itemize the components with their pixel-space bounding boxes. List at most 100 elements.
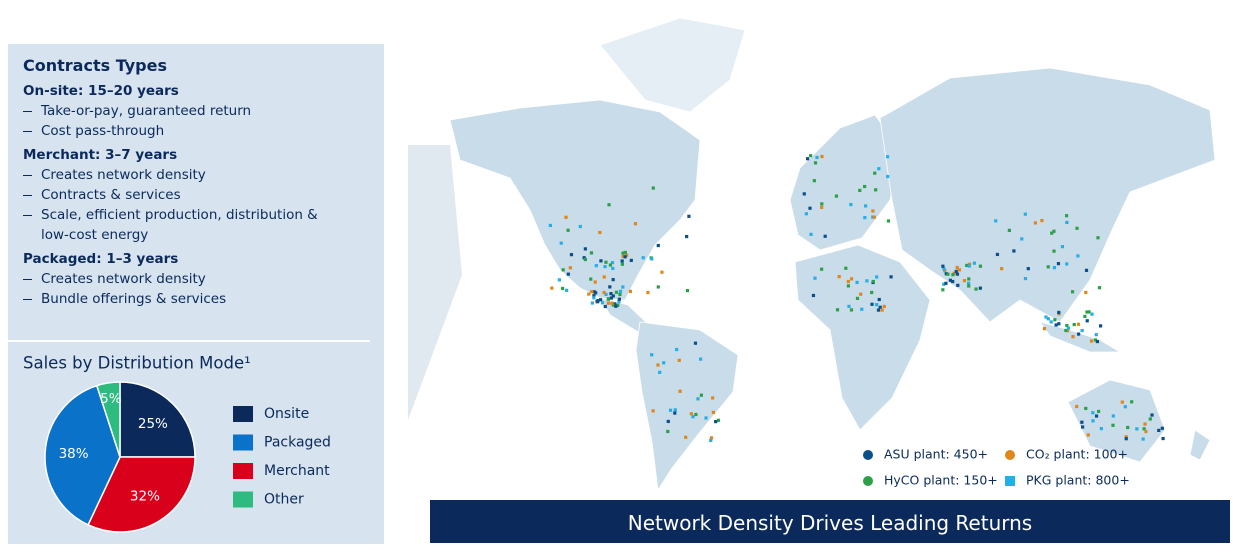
plant-dot	[1126, 425, 1130, 430]
pie-slice	[95, 381, 121, 458]
plant-dot	[849, 202, 853, 207]
plant-dot	[633, 222, 638, 226]
plant-dot	[1052, 249, 1056, 253]
plant-dot	[1148, 417, 1152, 421]
plant-dot	[1065, 323, 1069, 328]
plant-dot	[699, 393, 704, 397]
contract-heading: Merchant: 3–7 years	[23, 147, 178, 163]
plant-dot	[809, 232, 813, 236]
plant-dot	[709, 436, 714, 440]
plant-dot	[837, 275, 841, 279]
legend-swatch	[233, 434, 253, 451]
plant-dot	[941, 288, 945, 292]
plant-dot	[684, 435, 688, 439]
legend-swatch	[233, 463, 253, 479]
plant-dot	[889, 275, 893, 279]
plant-dot	[1065, 262, 1069, 266]
banner: Network Density Drives Leading Returns	[430, 500, 1230, 543]
plant-dot	[611, 266, 615, 270]
plant-dot	[1080, 420, 1084, 424]
plant-dot	[1135, 427, 1139, 431]
plant-dot	[666, 419, 670, 424]
plant-dot	[1157, 428, 1161, 432]
plant-dot	[1083, 314, 1087, 319]
legend-label: Other	[264, 492, 304, 508]
plant-dot	[955, 272, 960, 276]
plant-dot	[589, 251, 594, 255]
plant-dot	[967, 284, 971, 288]
plant-dot	[578, 224, 582, 229]
plant-dot	[871, 279, 875, 284]
plant-dot	[877, 167, 881, 171]
plant-dot	[592, 296, 596, 300]
plant-dot	[1085, 319, 1089, 323]
plant-dot	[859, 292, 863, 296]
plant-dot	[561, 268, 565, 272]
plant-dot	[668, 408, 673, 412]
plant-dot	[882, 304, 886, 309]
pie-slice	[44, 384, 121, 526]
plant-dot	[598, 298, 603, 302]
legend-marker	[1005, 450, 1015, 460]
plant-dot	[1150, 413, 1154, 417]
plant-dot	[972, 261, 977, 265]
contract-item: Bundle offerings & services	[23, 289, 321, 309]
plant-dot	[566, 272, 570, 276]
dash	[23, 279, 32, 280]
plant-dot	[812, 179, 816, 183]
plant-dot	[675, 347, 679, 352]
plant-dot	[1023, 276, 1028, 281]
plant-dot	[614, 304, 618, 308]
plant-dot	[1007, 228, 1011, 232]
plant-dot	[1084, 406, 1088, 411]
plant-dot	[618, 289, 623, 293]
plant-dot	[808, 206, 812, 210]
plant-dot	[716, 418, 721, 422]
plant-dot	[1111, 423, 1115, 427]
plant-dot	[1054, 323, 1058, 327]
plant-dot	[609, 292, 613, 296]
plant-dot	[660, 270, 664, 274]
plant-dot	[1141, 437, 1145, 441]
plant-dot	[565, 288, 569, 292]
plant-dot	[582, 256, 586, 260]
dash	[23, 111, 32, 112]
plant-dot	[1142, 427, 1146, 431]
plant-dot	[1099, 427, 1103, 431]
plant-dot	[956, 283, 960, 287]
plant-dot	[602, 275, 606, 279]
plant-dot	[603, 304, 607, 309]
plant-dot	[1091, 411, 1095, 415]
plant-dot	[844, 266, 848, 270]
plant-dot	[677, 358, 681, 362]
plant-dot	[846, 279, 850, 284]
plant-dot	[875, 303, 879, 307]
plant-dot	[1080, 328, 1084, 333]
pie-slice	[119, 381, 196, 458]
plant-dot	[617, 300, 621, 304]
plant-dot	[1056, 262, 1061, 266]
plant-dot	[607, 203, 611, 207]
plant-dot	[623, 250, 627, 255]
plant-dot	[650, 257, 654, 261]
plant-dot	[629, 258, 633, 263]
contract-group: Merchant: 3–7 years Creates network densi…	[23, 147, 363, 245]
plant-dot	[860, 307, 864, 311]
plant-dots	[548, 154, 1165, 443]
plant-dot	[946, 272, 950, 276]
plant-dot	[583, 247, 587, 251]
legend-marker	[863, 476, 873, 486]
pie-label: 5%	[100, 391, 122, 407]
plant-dot	[693, 341, 698, 345]
plant-dot	[590, 290, 594, 294]
plant-dot	[1050, 231, 1054, 235]
plant-dot	[858, 188, 862, 193]
plant-dot	[604, 292, 608, 297]
plant-dot	[587, 292, 591, 296]
plant-dot	[885, 155, 890, 159]
plant-dot	[863, 216, 867, 220]
contracts: Contracts Types On-site: 15–20 years Take…	[23, 56, 363, 315]
plant-dot	[623, 255, 627, 259]
plant-dot	[1064, 328, 1068, 333]
plant-dot	[875, 275, 879, 279]
